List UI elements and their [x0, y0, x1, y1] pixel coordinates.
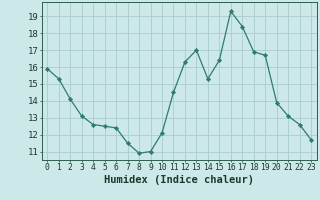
X-axis label: Humidex (Indice chaleur): Humidex (Indice chaleur) [104, 175, 254, 185]
